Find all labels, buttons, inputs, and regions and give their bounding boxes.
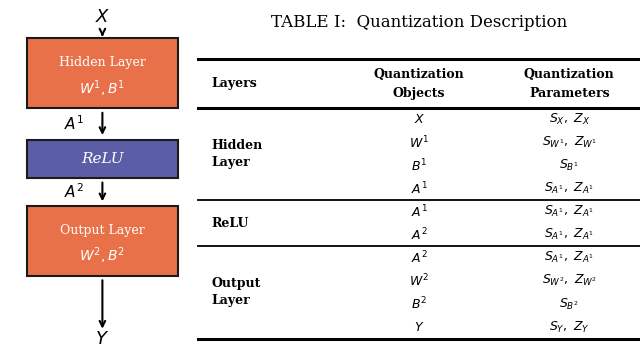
Text: Parameters: Parameters [529,87,610,100]
Text: ReLU: ReLU [81,152,124,166]
Text: $W^2$: $W^2$ [410,273,429,289]
Text: $S_{A^1},\ Z_{A^1}$: $S_{A^1},\ Z_{A^1}$ [545,227,595,243]
Text: $X$: $X$ [95,8,110,27]
Text: $Y$: $Y$ [95,329,109,348]
Text: Output Layer: Output Layer [60,224,145,237]
Text: $S_{A^1},\ Z_{A^1}$: $S_{A^1},\ Z_{A^1}$ [545,181,595,196]
Text: $S_{A^1},\ Z_{A^1}$: $S_{A^1},\ Z_{A^1}$ [545,204,595,220]
Text: Layers: Layers [212,77,257,90]
Text: $A^1$: $A^1$ [411,180,428,197]
Text: Quantization: Quantization [524,68,614,81]
Text: $Y$: $Y$ [414,320,424,334]
Text: Objects: Objects [393,87,445,100]
Text: $S_{W^2},\ Z_{W^2}$: $S_{W^2},\ Z_{W^2}$ [541,273,597,289]
Text: $S_{A^1},\ Z_{A^1}$: $S_{A^1},\ Z_{A^1}$ [545,250,595,266]
Text: $W^2, B^2$: $W^2, B^2$ [79,246,125,267]
Text: $X$: $X$ [413,113,425,126]
Text: $W^1, B^1$: $W^1, B^1$ [79,78,125,99]
Text: ReLU: ReLU [212,217,249,230]
Text: TABLE I:  Quantization Description: TABLE I: Quantization Description [271,14,567,31]
Text: $B^1$: $B^1$ [411,157,428,174]
Text: Hidden Layer: Hidden Layer [59,56,146,69]
Text: $W^1$: $W^1$ [409,134,429,151]
Text: $S_X,\ Z_X$: $S_X,\ Z_X$ [548,112,590,127]
FancyBboxPatch shape [27,140,178,178]
Text: $A^1$: $A^1$ [63,114,84,133]
Text: $A^2$: $A^2$ [64,183,84,201]
Text: $B^2$: $B^2$ [411,296,428,312]
Text: Output
Layer: Output Layer [212,277,261,307]
Text: $S_{B^1}$: $S_{B^1}$ [559,158,579,173]
Text: Hidden
Layer: Hidden Layer [212,139,263,169]
Text: $S_{W^1},\ Z_{W^1}$: $S_{W^1},\ Z_{W^1}$ [541,135,597,150]
Text: $A^1$: $A^1$ [411,203,428,220]
Text: $A^2$: $A^2$ [411,227,428,243]
Text: $S_Y,\ Z_Y$: $S_Y,\ Z_Y$ [549,319,589,335]
FancyBboxPatch shape [27,206,178,276]
Text: $A^2$: $A^2$ [411,250,428,266]
Text: $S_{B^2}$: $S_{B^2}$ [559,296,579,312]
Text: Quantization: Quantization [374,68,465,81]
FancyBboxPatch shape [27,38,178,108]
